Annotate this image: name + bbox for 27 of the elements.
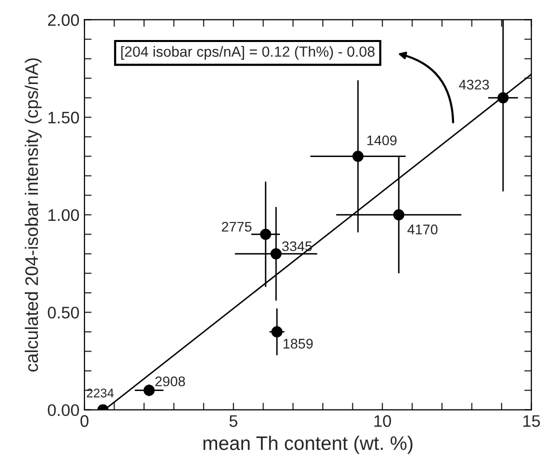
y-axis-title: calculated 204-isobar intensity (cps/nA): [24, 58, 42, 372]
annotation: 4323: [458, 80, 489, 90]
annotation: 2234: [86, 388, 114, 398]
point: [352, 150, 364, 162]
point: [260, 228, 272, 240]
y-tick-label: 0.00: [48, 404, 79, 416]
annotation: 4170: [407, 224, 438, 234]
point: [271, 326, 283, 338]
x-axis-title: mean Th content (wt. %): [203, 436, 412, 454]
x-tick-label: 0: [80, 415, 88, 427]
x-tick-label: 10: [374, 415, 392, 427]
annotation: [204 isobar cps/nA] = 0.12 (Th%) - 0.08: [121, 46, 375, 60]
x-tick-label: 15: [523, 415, 540, 427]
annotation: 2775: [222, 222, 252, 232]
point: [270, 248, 282, 260]
point: [498, 92, 509, 104]
y-tick-label: 2.00: [48, 14, 79, 26]
x-tick-label: 5: [229, 415, 238, 427]
y-tick-label: 1.50: [48, 112, 79, 124]
annotation: 1859: [284, 338, 313, 349]
annotation: 1409: [367, 135, 397, 146]
point: [393, 209, 404, 220]
point: [144, 384, 155, 396]
y-tick-label: 1.00: [48, 209, 79, 221]
y-tick-label: 0.50: [48, 306, 79, 319]
annotation: 2908: [155, 376, 185, 386]
annotation: 3345: [282, 241, 312, 252]
